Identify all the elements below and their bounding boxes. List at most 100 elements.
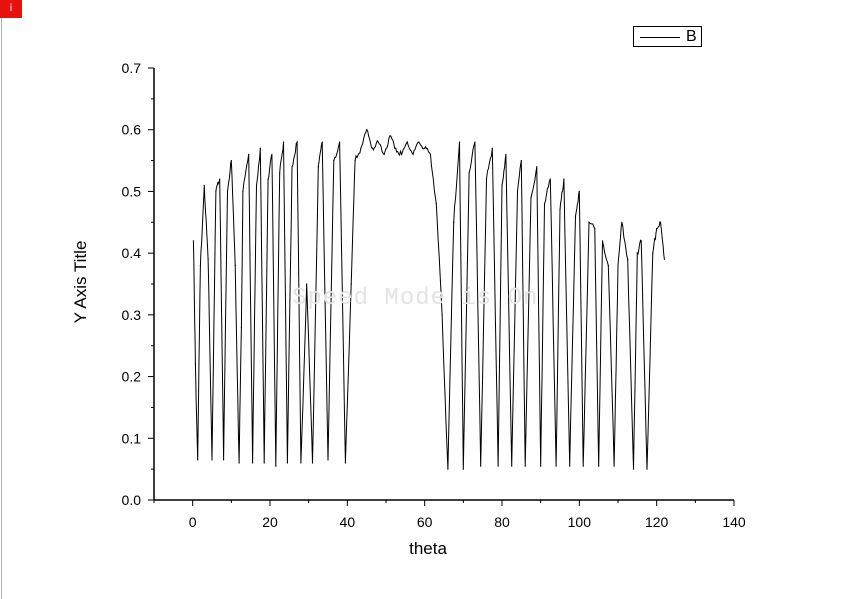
data-point <box>259 147 261 149</box>
legend-label: B <box>686 28 697 45</box>
x-tick-label: 60 <box>417 514 433 530</box>
data-point <box>497 465 499 467</box>
data-point <box>383 153 385 155</box>
data-point <box>395 147 397 149</box>
data-point <box>543 203 546 205</box>
data-point <box>360 147 362 149</box>
data-point <box>652 252 654 254</box>
data-point <box>569 465 571 467</box>
data-point <box>549 178 551 180</box>
data-point <box>279 172 281 174</box>
y-tick-label: 0.0 <box>122 492 142 508</box>
data-point <box>219 178 221 180</box>
ticks: 0 20 40 60 80 100 120 140 0.0 0.1 0.2 0.3 0.4 0.5 0.6 0… <box>122 60 746 530</box>
x-tick-label: 0 <box>189 514 197 530</box>
data-point <box>199 264 201 267</box>
data-point <box>447 468 449 470</box>
data-point <box>646 468 648 470</box>
data-point <box>226 190 229 192</box>
data-point <box>453 221 455 223</box>
x-tick-label: 20 <box>262 514 278 530</box>
data-point <box>194 363 196 365</box>
data-point <box>412 153 414 155</box>
series-line <box>192 128 665 470</box>
data-point <box>485 178 488 180</box>
y-tick-label: 0.1 <box>122 430 142 446</box>
y-axis-label: Y Axis Title <box>71 241 90 324</box>
data-point <box>656 227 658 230</box>
data-point <box>524 465 526 467</box>
data-point <box>627 258 629 260</box>
data-point <box>354 160 356 162</box>
data-point <box>613 465 615 467</box>
data-point <box>441 314 443 316</box>
y-tick-label: 0.2 <box>122 369 142 385</box>
speed-mode-watermark: Speed Mode is On <box>292 285 539 312</box>
data-point <box>663 258 666 260</box>
data-point <box>418 141 420 143</box>
data-point <box>530 197 532 199</box>
data-point <box>267 178 269 180</box>
data-point <box>271 153 273 155</box>
data-point <box>240 326 242 328</box>
x-tick-label: 100 <box>568 514 592 530</box>
corner-badge[interactable]: i <box>0 0 22 18</box>
data-point <box>601 240 604 242</box>
data-point <box>435 203 437 205</box>
data-point <box>468 172 470 174</box>
data-point <box>574 215 577 217</box>
data-point <box>588 221 590 223</box>
data-point <box>371 147 374 149</box>
data-point <box>311 462 314 464</box>
data-point <box>197 459 199 461</box>
x-tick-label: 120 <box>645 514 669 530</box>
data-point <box>286 462 288 464</box>
data-point <box>223 459 225 461</box>
data-point <box>192 240 194 242</box>
data-point <box>350 283 352 285</box>
data-point <box>327 459 329 461</box>
data-point <box>578 190 580 192</box>
data-point <box>238 462 240 464</box>
data-point <box>234 264 236 267</box>
y-tick-label: 0.6 <box>122 122 142 138</box>
data-point <box>480 465 482 467</box>
data-point <box>636 252 638 254</box>
legend[interactable]: B <box>633 26 702 47</box>
window-left-border <box>1 18 2 599</box>
data-point <box>339 141 341 143</box>
y-tick-label: 0.4 <box>122 245 142 261</box>
data-point <box>582 465 584 467</box>
data-point <box>317 166 319 168</box>
data-point <box>215 190 217 192</box>
data-point <box>255 184 258 186</box>
data-point <box>474 141 476 143</box>
axes <box>153 68 734 501</box>
legend-line-swatch <box>640 37 680 38</box>
data-point <box>291 166 293 168</box>
data-point <box>640 240 642 242</box>
data-point <box>263 462 265 464</box>
data-point <box>607 264 609 267</box>
data-point <box>321 141 323 143</box>
data-point <box>389 135 391 137</box>
data-point <box>559 209 561 211</box>
data-point <box>406 141 408 143</box>
data-point <box>536 166 538 168</box>
data-point <box>659 221 662 223</box>
data-point <box>207 258 209 260</box>
data-point <box>252 462 254 464</box>
data-point <box>366 129 368 131</box>
data-point <box>300 462 302 464</box>
data-point <box>211 459 213 461</box>
data-point <box>248 153 250 155</box>
data-point <box>306 283 308 285</box>
data-point <box>203 184 205 186</box>
data-point <box>275 465 277 467</box>
data-point <box>555 465 557 467</box>
data-point <box>282 141 285 143</box>
data-point <box>511 465 513 467</box>
data-point <box>429 153 432 155</box>
y-tick-label: 0.5 <box>122 183 142 199</box>
